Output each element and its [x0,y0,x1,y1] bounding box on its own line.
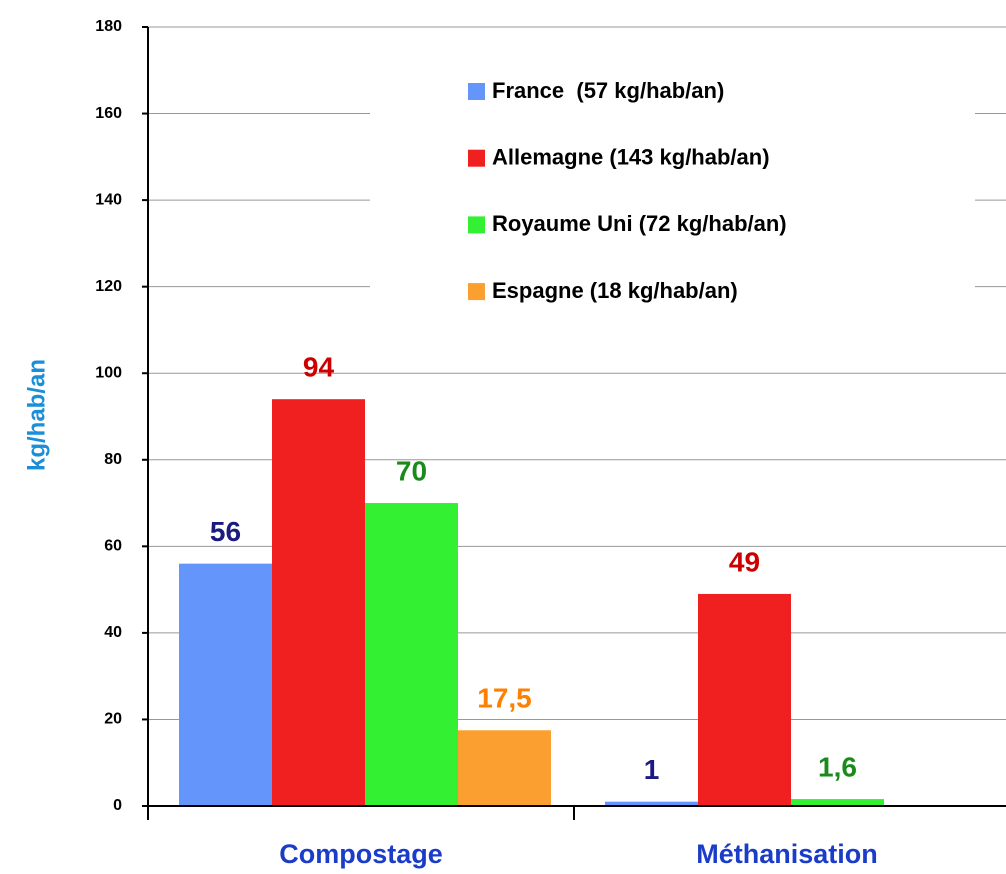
legend-swatch [468,83,485,100]
y-tick-label: 180 [95,18,122,35]
x-tick-label: Compostage [279,839,443,869]
legend-label: Espagne (18 kg/hab/an) [492,278,738,303]
bar [698,593,791,806]
y-axis-label: kg/hab/an [23,359,50,471]
bar [458,730,551,806]
bar [365,503,458,806]
legend-swatch [468,216,485,234]
bar [272,399,365,806]
legend-background [370,60,975,322]
data-label: 49 [729,546,760,577]
data-label: 17,5 [477,683,532,714]
legend-label: Royaume Uni (72 kg/hab/an) [492,211,787,236]
legend-label: France (57 kg/hab/an) [492,78,724,103]
y-tick-label: 80 [104,451,122,468]
data-label: 1 [644,754,660,785]
bar [179,563,272,806]
data-label: 94 [303,352,335,383]
y-tick-label: 120 [95,278,122,295]
data-label: 56 [210,516,241,547]
x-tick-label: Méthanisation [696,839,878,869]
legend-swatch [468,283,485,301]
bar [791,799,884,806]
y-tick-label: 160 [95,105,122,122]
bar [605,801,698,806]
legend-label: Allemagne (143 kg/hab/an) [492,145,770,170]
y-tick-label: 140 [95,191,122,208]
legend-swatch [468,149,485,167]
y-tick-label: 40 [104,624,122,641]
y-tick-label: 0 [113,797,122,814]
data-label: 70 [396,455,427,486]
y-tick-label: 100 [95,364,122,381]
y-tick-label: 20 [104,711,122,728]
y-tick-label: 60 [104,538,122,555]
data-label: 1,6 [818,751,857,782]
